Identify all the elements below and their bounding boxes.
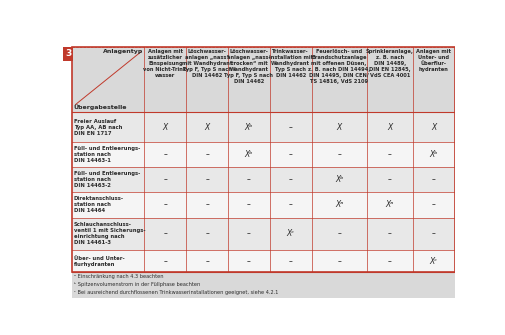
- Bar: [72, 192, 453, 217]
- Text: Füll- und Entleerungs-
station nach
DIN 14463-2: Füll- und Entleerungs- station nach DIN …: [74, 171, 140, 188]
- Bar: [72, 113, 453, 142]
- Text: Schlauchanschluss-
ventil 1 mit Sicherungs-
einrichtung nach
DIN 14461-3: Schlauchanschluss- ventil 1 mit Sicherun…: [74, 222, 145, 245]
- Text: ᶜ Bei ausreichend durchflossenen Trinkwasserinstallationen geeignet, siehe 4.2.1: ᶜ Bei ausreichend durchflossenen Trinkwa…: [74, 290, 278, 295]
- Text: –: –: [288, 257, 292, 266]
- Text: Xᶜ: Xᶜ: [429, 257, 437, 266]
- Text: Direktanschluss-
station nach
DIN 14464: Direktanschluss- station nach DIN 14464: [74, 197, 124, 213]
- Text: –: –: [205, 175, 209, 184]
- Bar: [72, 142, 453, 167]
- Text: Xᵇ: Xᵇ: [244, 150, 252, 159]
- Bar: [72, 47, 453, 113]
- Bar: [72, 250, 453, 272]
- Text: ᵇ Spitzenvolumenstrom in der Füllphase beachten: ᵇ Spitzenvolumenstrom in der Füllphase b…: [74, 282, 199, 287]
- Text: Über- und Unter-
flurhydranten: Über- und Unter- flurhydranten: [74, 256, 124, 267]
- Text: –: –: [205, 200, 209, 209]
- Text: –: –: [163, 257, 167, 266]
- Text: –: –: [246, 229, 250, 239]
- Text: 3: 3: [65, 49, 71, 58]
- Text: –: –: [387, 175, 391, 184]
- Text: Löschwasser-
anlagen „nass-
trocken“ mit
Wandhydrant
Typ F, Typ S nach
DIN 14462: Löschwasser- anlagen „nass- trocken“ mit…: [224, 49, 273, 84]
- Text: –: –: [288, 200, 292, 209]
- Text: Xᵇ: Xᵇ: [244, 123, 252, 132]
- Text: X: X: [430, 123, 435, 132]
- Text: Trinkwasser-
installation mit
Wandhydrant
Typ S nach
DIN 14462: Trinkwasser- installation mit Wandhydran…: [268, 49, 312, 78]
- Text: –: –: [205, 229, 209, 239]
- Text: Anlagen mit
Unter- und
Überflur-
hydranten: Anlagen mit Unter- und Überflur- hydrant…: [416, 49, 450, 72]
- Text: Anlagentyp: Anlagentyp: [103, 49, 142, 54]
- Text: ᵃ Einschränkung nach 4.3 beachten: ᵃ Einschränkung nach 4.3 beachten: [74, 274, 163, 279]
- Text: Xᵃ: Xᵃ: [385, 200, 393, 209]
- Text: Freier Auslauf
Typ AA, AB nach
DIN EN 1717: Freier Auslauf Typ AA, AB nach DIN EN 17…: [74, 119, 122, 136]
- Text: Löschwasser-
anlagen „nass“
mit Wandhydrant
Typ F, Typ S nach
DIN 14462: Löschwasser- anlagen „nass“ mit Wandhydr…: [182, 49, 232, 78]
- Text: –: –: [431, 175, 435, 184]
- Text: X: X: [336, 123, 341, 132]
- Bar: [72, 47, 453, 272]
- Text: Sprinkleranlage,
z. B. nach
DIN 14489,
DIN EN 12845,
VdS CEA 4001: Sprinkleranlage, z. B. nach DIN 14489, D…: [365, 49, 413, 78]
- Text: –: –: [387, 257, 391, 266]
- Text: –: –: [163, 150, 167, 159]
- Text: Anlagen mit
zusätzlicher
Einspeisung
von Nicht-Trink-
wasser: Anlagen mit zusätzlicher Einspeisung von…: [142, 49, 188, 78]
- Text: –: –: [205, 257, 209, 266]
- Text: Xᵃ: Xᵃ: [334, 200, 342, 209]
- Bar: [63, 47, 73, 61]
- Text: –: –: [288, 150, 292, 159]
- Text: –: –: [246, 257, 250, 266]
- Text: Xᵇ: Xᵇ: [429, 150, 437, 159]
- Bar: [72, 217, 453, 250]
- Text: –: –: [288, 175, 292, 184]
- Text: Xᶜ: Xᶜ: [286, 229, 294, 239]
- Text: –: –: [336, 229, 340, 239]
- Text: Übergabestelle: Übergabestelle: [73, 104, 127, 110]
- Text: –: –: [431, 200, 435, 209]
- Text: –: –: [163, 175, 167, 184]
- Text: X: X: [163, 123, 168, 132]
- Text: –: –: [246, 200, 250, 209]
- Text: –: –: [288, 123, 292, 132]
- Text: Feuerlösch- und
Brandschutzanlage
mit offenen Düsen,
z. B. nach DIN 14494,
DIN 1: Feuerlösch- und Brandschutzanlage mit of…: [308, 49, 370, 84]
- Text: –: –: [387, 150, 391, 159]
- Text: Füll- und Entleerungs-
station nach
DIN 14463-1: Füll- und Entleerungs- station nach DIN …: [74, 146, 140, 163]
- Bar: [72, 167, 453, 192]
- Text: Xᵇ: Xᵇ: [334, 175, 343, 184]
- Text: –: –: [163, 229, 167, 239]
- Text: X: X: [204, 123, 210, 132]
- Text: –: –: [336, 257, 340, 266]
- Bar: [72, 272, 453, 298]
- Text: –: –: [163, 200, 167, 209]
- Text: –: –: [246, 175, 250, 184]
- Text: –: –: [387, 229, 391, 239]
- Text: –: –: [431, 229, 435, 239]
- Text: –: –: [205, 150, 209, 159]
- Text: X: X: [386, 123, 391, 132]
- Text: –: –: [336, 150, 340, 159]
